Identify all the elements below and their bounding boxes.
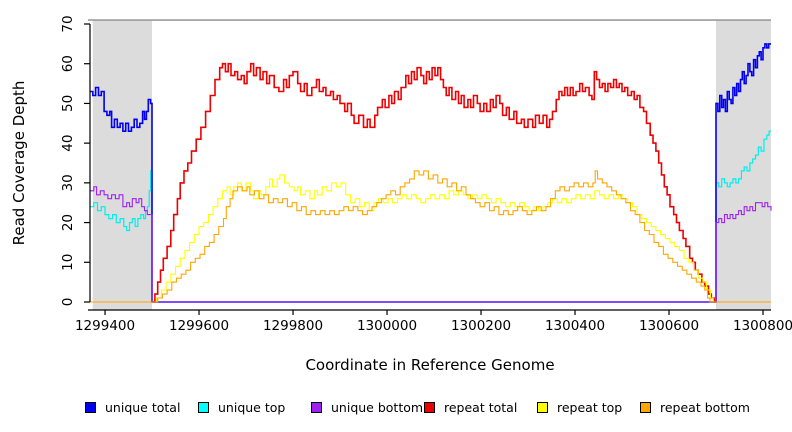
legend-label: repeat total: [444, 399, 518, 415]
legend-swatch-repeat-total: [424, 401, 435, 413]
y-axis-title: Read Coverage Depth: [10, 81, 28, 246]
series-line-unique-bottom: [90, 186, 772, 303]
axes-and-ticks: 1299400 1299600 1299800 1300000 1300200 13004…: [60, 15, 792, 334]
y-tick-label: 10: [60, 254, 76, 271]
y-tick-label: 30: [60, 174, 76, 191]
y-tick-label: 0: [60, 298, 76, 307]
series-line-repeat-top: [152, 174, 716, 303]
y-tick-label: 40: [60, 135, 76, 152]
x-tick-label: 1300800: [733, 318, 792, 334]
legend-label: repeat bottom: [660, 399, 750, 415]
legend-item-unique-top: unique top: [198, 396, 285, 418]
legend-label: unique total: [105, 399, 181, 415]
legend-label: repeat top: [557, 399, 623, 415]
series-lines: [90, 43, 772, 303]
chart-canvas: 1299400 1299600 1299800 1300000 1300200 13004…: [10, 15, 792, 374]
y-tick-label: 70: [60, 15, 76, 32]
x-tick-label: 1300000: [357, 318, 417, 334]
legend-label: unique top: [218, 399, 286, 415]
legend-swatch-repeat-bottom: [640, 401, 651, 413]
series-line-repeat-bottom: [90, 170, 771, 303]
series-line-repeat-total: [152, 62, 716, 303]
legend-item-repeat-bottom: repeat bottom: [640, 396, 750, 418]
legend-item-unique-total: unique total: [85, 396, 180, 418]
legend-swatch-unique-top: [198, 401, 209, 413]
shaded-region-right-flank: [716, 20, 771, 311]
y-tick-label: 20: [60, 214, 76, 231]
x-tick-label: 1299400: [75, 318, 135, 334]
x-tick-label: 1299800: [263, 318, 323, 334]
legend-item-unique-bottom: unique bottom: [311, 396, 423, 418]
y-tick-label: 60: [60, 55, 76, 72]
x-tick-label: 1299600: [169, 318, 229, 334]
shaded-flank-regions: [88, 19, 771, 311]
legend-item-repeat-total: repeat total: [424, 396, 517, 418]
x-axis-title: Coordinate in Reference Genome: [305, 356, 554, 374]
chart-legend: unique total unique top unique bottom repea…: [0, 396, 792, 422]
shaded-region-left-flank: [92, 20, 153, 311]
legend-item-repeat-top: repeat top: [537, 396, 622, 418]
legend-swatch-unique-bottom: [311, 401, 322, 413]
legend-label: unique bottom: [331, 399, 424, 415]
legend-swatch-unique-total: [85, 401, 96, 413]
x-tick-label: 1300200: [451, 318, 511, 334]
y-tick-label: 50: [60, 95, 76, 112]
x-tick-label: 1300400: [545, 318, 605, 334]
series-line-unique-total: [90, 43, 771, 303]
x-tick-label: 1300600: [639, 318, 699, 334]
legend-swatch-repeat-top: [537, 401, 548, 413]
